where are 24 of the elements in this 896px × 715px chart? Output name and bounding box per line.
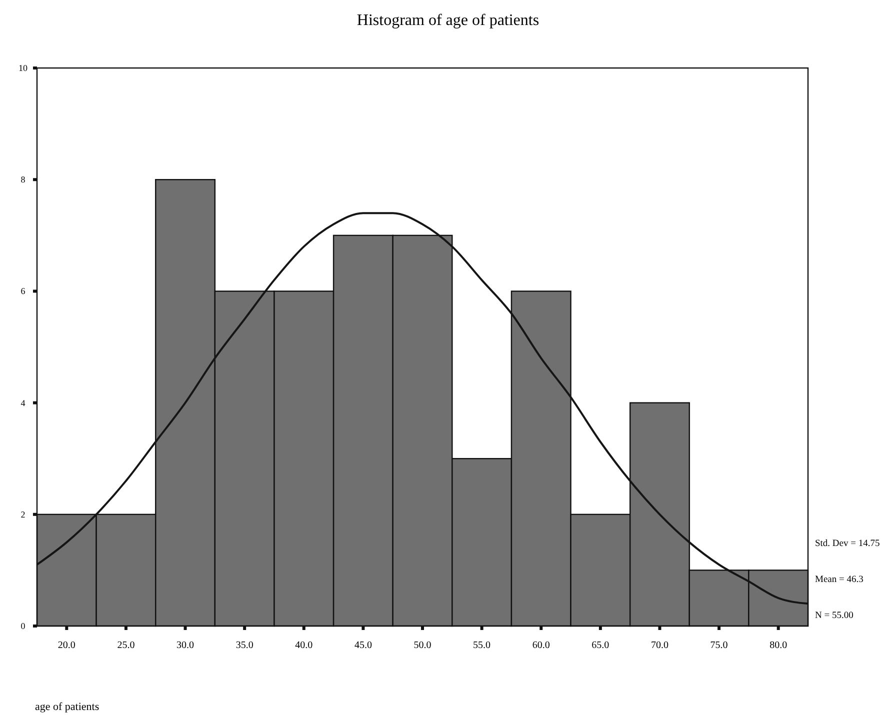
x-tick-label: 65.0 (592, 640, 610, 651)
text: Std. Dev = 14.75 (815, 539, 880, 549)
x-tick-label: 30.0 (176, 640, 194, 651)
y-tick-label: 10 (18, 63, 28, 73)
x-tick-label: 40.0 (295, 640, 313, 651)
x-axis-title: age of patients (35, 701, 100, 713)
y-tick-label: 8 (20, 174, 26, 185)
x-tick-label: 75.0 (710, 640, 728, 651)
y-tick-label: 6 (20, 286, 26, 296)
y-tick-label: 2 (20, 509, 26, 520)
x-tick-label: 20.0 (58, 640, 76, 651)
x-tick-label: 70.0 (650, 640, 668, 651)
x-tick-label: 25.0 (117, 640, 135, 651)
x-tick-label: 50.0 (414, 640, 432, 651)
x-tick-label: 35.0 (236, 640, 254, 651)
text: N = 55.00 (815, 611, 854, 621)
x-tick-label: 80.0 (770, 640, 788, 651)
x-tick-label: 60.0 (532, 640, 550, 651)
x-tick-label: 45.0 (354, 640, 372, 651)
y-tick-label: 0 (20, 621, 26, 631)
text: Mean = 46.3 (815, 575, 864, 585)
y-tick-label: 4 (20, 398, 26, 408)
x-tick-label: 55.0 (473, 640, 491, 651)
chart-title: Histogram of age of patients (356, 12, 540, 29)
